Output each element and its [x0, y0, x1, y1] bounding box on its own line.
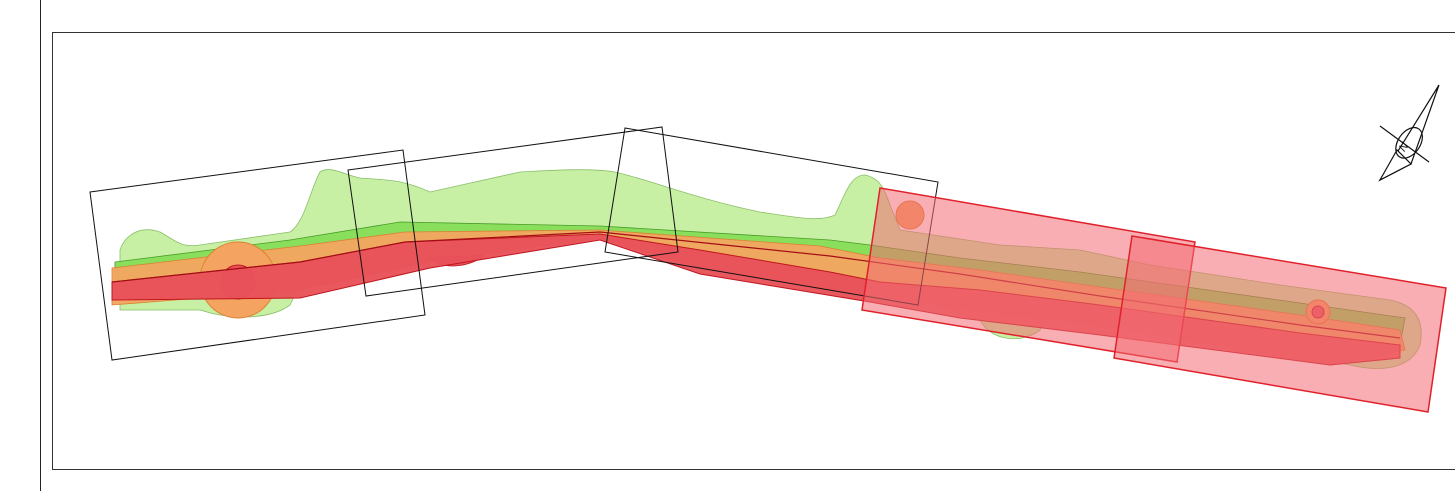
- sheet-frame-5[interactable]: [1113, 235, 1447, 413]
- page-margin-rule: [40, 0, 41, 491]
- sheet-frame-1[interactable]: [89, 149, 426, 361]
- zone-light-green: [119, 169, 1422, 369]
- compass-north-arrow-icon: N: [1378, 84, 1440, 182]
- map-viewport-frame[interactable]: [52, 32, 1455, 470]
- sheet-frame-2[interactable]: [347, 126, 679, 297]
